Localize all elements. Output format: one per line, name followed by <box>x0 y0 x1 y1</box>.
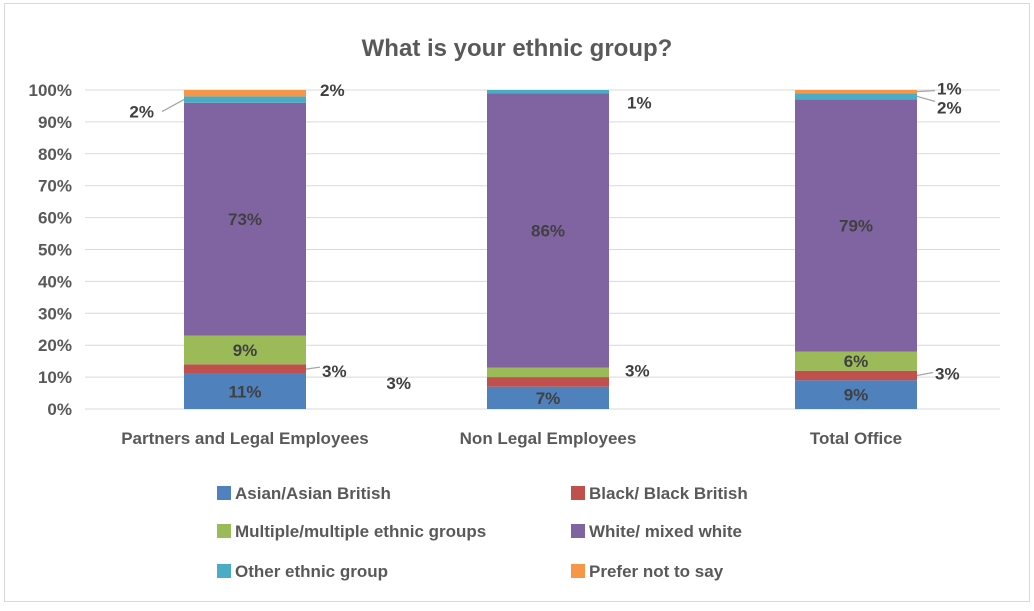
bar-segment <box>487 367 609 378</box>
data-label: 7% <box>536 389 561 408</box>
leader-line <box>916 371 934 377</box>
legend-swatch <box>571 524 585 538</box>
leader-line <box>916 95 936 102</box>
leader-line <box>916 89 936 93</box>
bar-segment <box>487 90 609 94</box>
data-label: 9% <box>844 386 869 405</box>
leader-lines <box>161 89 936 377</box>
bar-segment <box>795 99 917 352</box>
x-tick-label: Non Legal Employees <box>460 429 637 448</box>
data-label: 1% <box>937 80 962 99</box>
bar-segment <box>795 351 917 371</box>
bars <box>184 90 917 409</box>
y-axis: 0% 10% 20% 30% 40% 50% 60% 70% 80% 90% 100% <box>29 81 72 419</box>
legend-label: White/ mixed white <box>589 522 742 541</box>
y-tick-label: 90% <box>38 113 72 132</box>
legend-label: Black/ Black British <box>589 484 748 503</box>
bar-segment <box>795 370 917 381</box>
legend-swatch <box>571 486 585 500</box>
y-tick-label: 0% <box>47 400 72 419</box>
y-tick-label: 40% <box>38 272 72 291</box>
legend-label: Asian/Asian British <box>235 484 391 503</box>
bar-segment <box>795 90 917 94</box>
data-label: 73% <box>228 210 262 229</box>
legend-label: Prefer not to say <box>589 562 724 581</box>
bar-segment <box>184 90 306 97</box>
bar-segment <box>795 380 917 409</box>
data-label: 3% <box>935 365 960 384</box>
bar-segment <box>487 93 609 368</box>
data-label: 2% <box>937 98 962 117</box>
y-tick-label: 70% <box>38 177 72 196</box>
y-tick-label: 30% <box>38 304 72 323</box>
y-tick-label: 60% <box>38 209 72 228</box>
bar-segment <box>184 96 306 103</box>
y-tick-label: 100% <box>29 81 72 100</box>
y-tick-label: 50% <box>38 241 72 260</box>
data-label: 3% <box>322 362 347 381</box>
data-labels: 11%9%73%3%2%2%7%86%3%1%9%6%79%3%2%1%3% <box>129 80 961 408</box>
bar-segment <box>487 386 609 409</box>
bar-segment <box>184 335 306 365</box>
y-tick-label: 20% <box>38 336 72 355</box>
x-axis: Partners and Legal Employees Non Legal Em… <box>121 429 902 448</box>
data-label: 2% <box>129 103 154 122</box>
bar-segment <box>795 93 917 100</box>
data-label: 2% <box>320 81 345 100</box>
data-label: 9% <box>233 341 258 360</box>
x-tick-label: Partners and Legal Employees <box>121 429 369 448</box>
bar-segment <box>184 373 306 409</box>
leader-line <box>161 99 185 113</box>
data-label: 79% <box>839 217 873 236</box>
data-label: 3% <box>386 374 411 393</box>
bar-segment <box>184 364 306 374</box>
bar-segment <box>184 102 306 336</box>
legend-swatch <box>217 486 231 500</box>
x-tick-label: Total Office <box>810 429 902 448</box>
data-label: 86% <box>531 221 565 240</box>
chart-border <box>4 3 1030 602</box>
data-label: 6% <box>844 352 869 371</box>
data-label: 3% <box>625 361 650 380</box>
legend-swatch <box>571 564 585 578</box>
bar-segment <box>487 377 609 387</box>
y-tick-label: 80% <box>38 145 72 164</box>
leader-line <box>305 366 321 370</box>
legend-label: Multiple/multiple ethnic groups <box>235 522 486 541</box>
legend: Asian/Asian British Black/ Black British M… <box>217 484 748 581</box>
data-label: 1% <box>627 94 652 113</box>
legend-swatch <box>217 564 231 578</box>
data-label: 11% <box>228 382 261 401</box>
y-tick-label: 10% <box>38 368 72 387</box>
chart-title: What is your ethnic group? <box>362 35 673 62</box>
legend-swatch <box>217 524 231 538</box>
legend-label: Other ethnic group <box>235 562 388 581</box>
